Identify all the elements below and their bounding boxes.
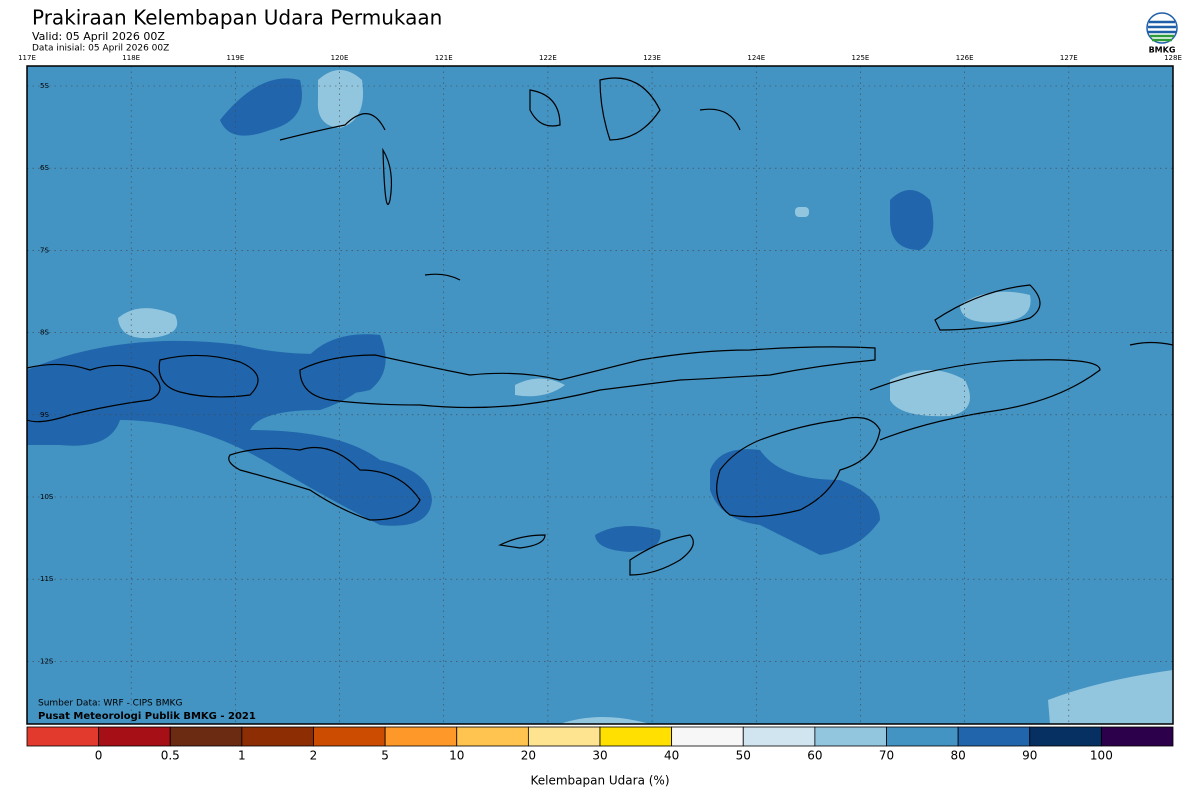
lon-label: 128E (1164, 54, 1182, 62)
colorbar-tick-label: 90 (1022, 749, 1037, 763)
credit: Pusat Meteorologi Publik BMKG - 2021 (38, 711, 256, 722)
colorbar-tick-label: 70 (879, 749, 894, 763)
colorbar-tick-label: 30 (592, 749, 607, 763)
colorbar-tick-label: 5 (381, 749, 389, 763)
colorbar: 0 0.5 1 2 5 10 20 30 40 50 60 70 80 90 100 (26, 726, 1174, 763)
colorbar-tick-label: 0.5 (161, 749, 180, 763)
colorbar-swatch (1100, 726, 1174, 747)
lat-label: 10S (40, 493, 54, 501)
colorbar-swatch (742, 726, 816, 747)
colorbar-tick-label: 60 (807, 749, 822, 763)
colorbar-tick-label: 40 (664, 749, 679, 763)
colorbar-swatch (957, 726, 1031, 747)
colorbar-swatch (26, 726, 100, 747)
colorbar-tick-label: 50 (736, 749, 751, 763)
lon-label: 118E (122, 54, 140, 62)
colorbar-swatch (169, 726, 243, 747)
colorbar-swatch (814, 726, 887, 747)
lon-label: 117E (18, 54, 36, 62)
lat-label: 7S (40, 246, 49, 254)
lon-label: 126E (956, 54, 974, 62)
lon-label: 121E (435, 54, 453, 62)
valid-time: Valid: 05 April 2026 00Z (32, 30, 165, 43)
title: Prakiraan Kelembapan Udara Permukaan (32, 6, 442, 30)
lon-label: 120E (331, 54, 349, 62)
colorbar-swatch (599, 726, 673, 747)
lat-label: 6S (40, 164, 49, 172)
credit: Sumber Data: WRF - CIPS BMKG (38, 699, 182, 709)
colorbar-title: Kelembapan Udara (%) (530, 774, 669, 788)
map: Sumber Data: WRF - CIPS BMKG Pusat Meteo… (26, 65, 1174, 725)
colorbar-tick-label: 1 (238, 749, 246, 763)
logo-text: BMKG (1149, 46, 1176, 55)
colorbar-swatch (313, 726, 386, 747)
lon-label: 127E (1060, 54, 1078, 62)
colorbar-tick-label: 20 (521, 749, 536, 763)
colorbar-swatch (671, 726, 744, 747)
lon-label: 124E (747, 54, 765, 62)
colorbar-tick-label: 80 (950, 749, 965, 763)
colorbar-swatch (456, 726, 529, 747)
lat-label: 9S (40, 411, 49, 419)
lat-label: 11S (40, 575, 54, 583)
colorbar-tick-label: 10 (449, 749, 464, 763)
lat-label: 12S (40, 657, 54, 665)
colorbar-swatch (98, 726, 171, 747)
lat-label: 5S (40, 82, 49, 90)
lon-label: 122E (539, 54, 557, 62)
colorbar-tick-label: 100 (1090, 749, 1113, 763)
colorbar-tick-label: 0 (95, 749, 103, 763)
colorbar-swatch (384, 726, 458, 747)
logo: BMKG (1146, 12, 1178, 55)
colorbar-tick-label: 2 (310, 749, 318, 763)
colorbar-swatch (1029, 726, 1102, 747)
colorbar-swatch (527, 726, 601, 747)
lat-label: 8S (40, 329, 49, 337)
lon-label: 119E (226, 54, 244, 62)
colorbar-swatch (886, 726, 959, 747)
colorbar-swatch (241, 726, 314, 747)
lon-label: 123E (643, 54, 661, 62)
initial-time: Data inisial: 05 April 2026 00Z (32, 44, 169, 54)
lon-label: 125E (852, 54, 870, 62)
